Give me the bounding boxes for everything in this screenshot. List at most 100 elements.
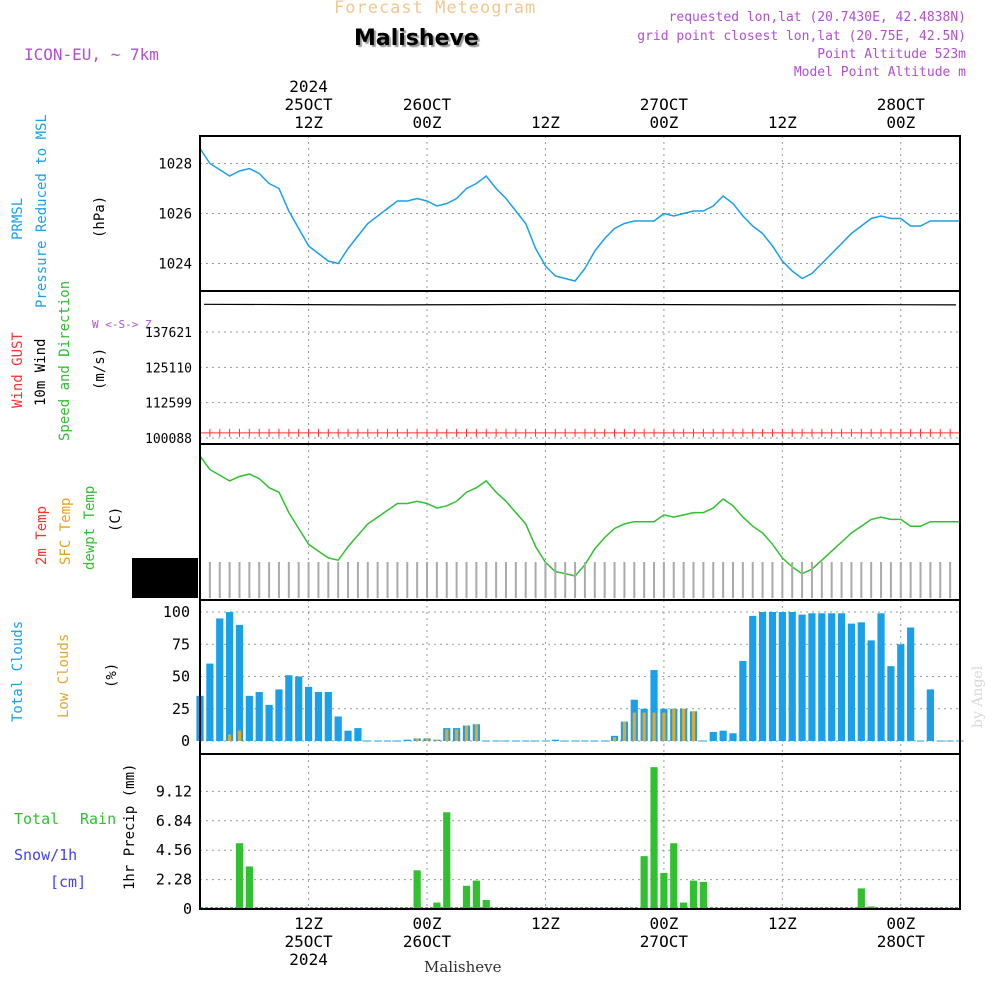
temp-scale-overprint xyxy=(132,558,198,598)
clouds-tick-label: 100 xyxy=(163,603,190,621)
total-cloud-bar xyxy=(275,689,283,741)
low-cloud-bar xyxy=(237,730,242,741)
total-cloud-bar xyxy=(887,666,895,741)
total-cloud-bar xyxy=(837,613,846,741)
total-cloud-bar xyxy=(551,739,559,741)
low-cloud-bar xyxy=(622,721,627,741)
top-tick-hour: 00Z xyxy=(886,113,915,132)
total-cloud-bar xyxy=(344,730,352,741)
total-cloud-bar xyxy=(798,614,806,741)
precip-bar xyxy=(650,767,658,909)
low-cloud-bar xyxy=(632,712,636,741)
top-tick-hour: 12Z xyxy=(531,113,560,132)
panel-frame-3 xyxy=(199,443,961,601)
total-cloud-bar xyxy=(354,728,362,741)
total-cloud-bar xyxy=(226,612,234,741)
low-cloud-bar xyxy=(415,738,419,741)
precip-tick-label: 2.28 xyxy=(156,871,192,889)
total-cloud-bar xyxy=(808,613,816,741)
precip-snow-unit: [cm] xyxy=(50,873,87,891)
low-cloud-bar xyxy=(682,708,686,741)
top-tick-hour: 12Z xyxy=(768,113,797,132)
clouds-tick-label: 75 xyxy=(172,635,190,653)
total-cloud-bar xyxy=(788,612,796,741)
precip-bar xyxy=(867,906,875,909)
frame-layer xyxy=(199,135,961,910)
precip-bar xyxy=(462,885,471,909)
bottom-tick-date: 26OCT xyxy=(403,932,452,951)
total-cloud-bar xyxy=(867,640,875,741)
requested-coords: requested lon,lat (20.7430E, 42.4838N) xyxy=(668,10,966,25)
model-altitude: Model Point Altitude m xyxy=(793,65,966,80)
top-tick-year: 2024 xyxy=(289,77,328,96)
precip-total-label: Total xyxy=(14,810,60,828)
precip-bar xyxy=(443,812,451,909)
top-tick-hour: 00Z xyxy=(649,113,678,132)
total-cloud-bar xyxy=(216,618,224,741)
low-cloud-bar xyxy=(691,711,696,741)
low-cloud-bar xyxy=(672,708,676,741)
total-cloud-bar xyxy=(778,612,786,741)
precip-bar xyxy=(680,902,688,909)
low-cloud-bar xyxy=(474,724,478,741)
point-altitude: Point Altitude 523m xyxy=(817,47,966,62)
grid-point-coords: grid point closest lon,lat (20.75E, 42.5… xyxy=(637,29,966,44)
bottom-tick-hour: 12Z xyxy=(768,914,797,933)
precip-bar xyxy=(660,872,668,909)
precip-tick-label: 6.84 xyxy=(156,812,192,830)
total-cloud-bar xyxy=(768,612,777,741)
top-tick-date: 26OCT xyxy=(403,95,452,114)
top-tick-date: 28OCT xyxy=(877,95,926,114)
precip-bar xyxy=(699,881,707,909)
clouds-tick-label: 0 xyxy=(181,732,190,750)
precip-bar xyxy=(245,866,253,909)
top-tick-hour: 00Z xyxy=(413,113,442,132)
location-title: Malisheve xyxy=(354,26,479,51)
low-cloud-bar xyxy=(652,712,656,741)
bottom-tick-hour: 12Z xyxy=(294,914,323,933)
compass-label: W <-S-> Z xyxy=(92,318,152,331)
total-cloud-bar xyxy=(847,623,856,741)
low-cloud-bar xyxy=(425,738,429,741)
total-cloud-bar xyxy=(255,691,263,741)
low-cloud-bar xyxy=(435,739,439,741)
total-cloud-bar xyxy=(314,691,323,741)
precip-snow-label: Snow/1h xyxy=(14,846,78,864)
precip-rain-label: Rain xyxy=(80,810,117,828)
total-cloud-bar xyxy=(897,644,905,741)
bottom-tick-hour: 00Z xyxy=(649,914,678,933)
bottom-tick-date: 25OCT xyxy=(284,932,333,951)
chart-title: Forecast Meteogram xyxy=(334,0,537,18)
precip-tick-label: 0 xyxy=(183,900,192,918)
low-cloud-bar xyxy=(642,712,646,741)
dewpt-line xyxy=(199,455,960,577)
total-cloud-bar xyxy=(719,730,727,741)
marks-layer xyxy=(132,148,964,909)
footer-location: Malisheve xyxy=(424,958,502,976)
total-cloud-bar xyxy=(403,739,411,741)
precip-bar xyxy=(640,856,648,909)
precip-bar xyxy=(472,880,480,909)
bottom-tick-hour: 12Z xyxy=(531,914,560,933)
total-cloud-bar xyxy=(818,613,826,741)
total-cloud-bar xyxy=(739,661,747,741)
total-cloud-bar xyxy=(857,622,865,741)
pressure-line xyxy=(199,148,960,282)
wind-tick-label: 112599 xyxy=(145,397,192,412)
total-cloud-bar xyxy=(206,663,214,741)
precip-bar xyxy=(482,899,490,909)
grid-layer xyxy=(200,136,960,909)
total-cloud-bar xyxy=(877,613,885,741)
panel-frame-5 xyxy=(199,753,961,910)
pressure-tick-label: 1024 xyxy=(158,257,192,273)
total-cloud-bar xyxy=(324,691,332,741)
precip-tick-label: 4.56 xyxy=(156,841,192,859)
pressure-tick-label: 1028 xyxy=(158,157,192,173)
bottom-tick-year: 2024 xyxy=(289,950,328,969)
low-cloud-bar xyxy=(228,734,232,741)
wind-line xyxy=(203,303,957,306)
total-cloud-bar xyxy=(295,676,303,741)
total-cloud-bar xyxy=(828,613,836,741)
